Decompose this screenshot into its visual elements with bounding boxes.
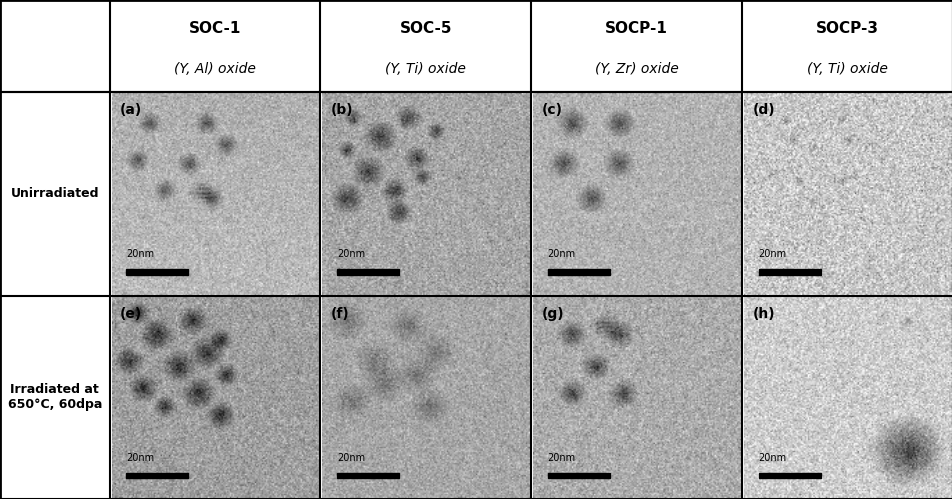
Bar xyxy=(126,269,188,274)
Text: 20nm: 20nm xyxy=(126,453,154,463)
Text: SOCP-1: SOCP-1 xyxy=(605,21,667,36)
Text: (f): (f) xyxy=(330,307,349,321)
Text: (Y, Al) oxide: (Y, Al) oxide xyxy=(174,61,256,76)
Text: 20nm: 20nm xyxy=(336,453,365,463)
Text: (b): (b) xyxy=(330,103,353,117)
Bar xyxy=(547,269,609,274)
Text: 20nm: 20nm xyxy=(758,453,785,463)
Text: (d): (d) xyxy=(751,103,774,117)
Text: (Y, Zr) oxide: (Y, Zr) oxide xyxy=(594,61,678,76)
Text: Unirradiated: Unirradiated xyxy=(10,188,99,201)
Bar xyxy=(547,473,609,478)
Text: (a): (a) xyxy=(120,103,142,117)
Text: (e): (e) xyxy=(120,307,142,321)
Bar xyxy=(126,473,188,478)
Text: SOCP-3: SOCP-3 xyxy=(815,21,878,36)
Text: 20nm: 20nm xyxy=(547,453,575,463)
Text: SOC-5: SOC-5 xyxy=(399,21,451,36)
Bar xyxy=(336,473,399,478)
Text: (g): (g) xyxy=(541,307,564,321)
Text: (c): (c) xyxy=(541,103,562,117)
Text: (h): (h) xyxy=(751,307,774,321)
Text: (Y, Ti) oxide: (Y, Ti) oxide xyxy=(806,61,887,76)
Text: 20nm: 20nm xyxy=(758,250,785,259)
Text: 20nm: 20nm xyxy=(547,250,575,259)
Text: 20nm: 20nm xyxy=(126,250,154,259)
Text: (Y, Ti) oxide: (Y, Ti) oxide xyxy=(385,61,466,76)
Text: 20nm: 20nm xyxy=(336,250,365,259)
Text: SOC-1: SOC-1 xyxy=(188,21,241,36)
Bar xyxy=(336,269,399,274)
Text: Irradiated at
650°C, 60dpa: Irradiated at 650°C, 60dpa xyxy=(8,383,102,411)
Bar xyxy=(758,269,820,274)
Bar xyxy=(758,473,820,478)
